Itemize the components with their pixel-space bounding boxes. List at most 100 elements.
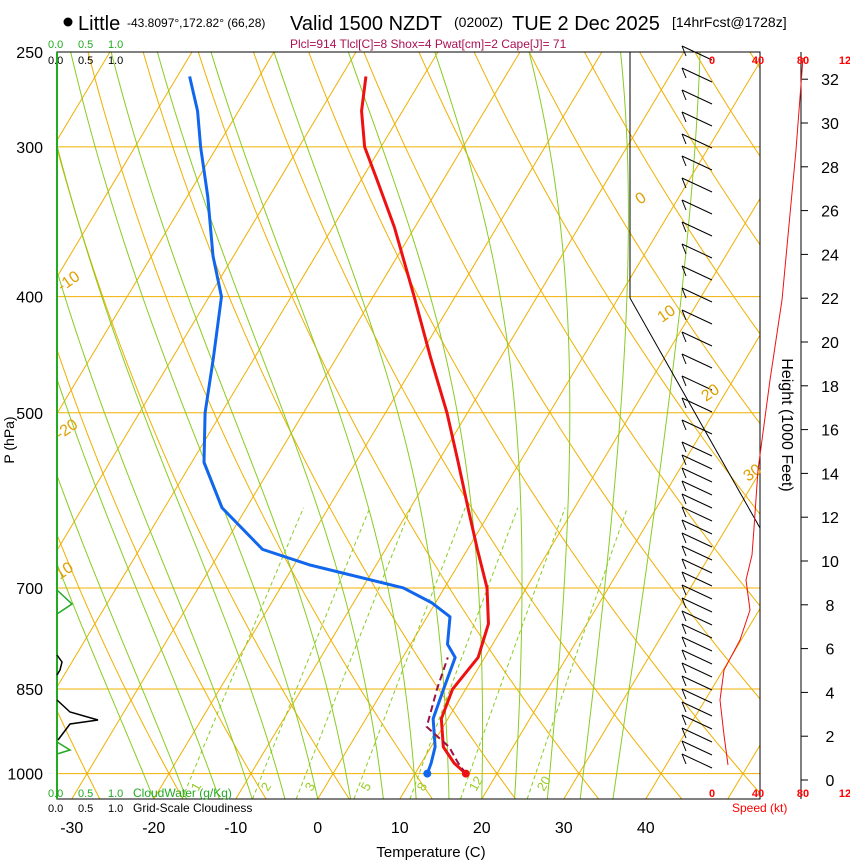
isotherm-line — [57, 52, 275, 415]
wind-barb-flag — [681, 111, 687, 123]
wind-barb-flag — [681, 610, 687, 622]
dry-adiabat-line — [87, 52, 433, 799]
isotherm-line — [235, 52, 685, 799]
height-tick-label: 2 — [826, 729, 835, 746]
moist-adiabat-line — [57, 562, 155, 799]
temp-tick-label: 30 — [555, 820, 573, 837]
height-tick-label: 10 — [821, 554, 839, 571]
height-tick-label: 4 — [826, 685, 835, 702]
height-tick-label: 18 — [821, 379, 839, 396]
wind-barb-flag — [681, 688, 687, 700]
wind-barb-flag — [681, 675, 687, 687]
wind-barb-flag — [681, 67, 687, 79]
wind-barb-flag — [681, 636, 687, 648]
cloudiness-top-tick-label: 0.5 — [78, 55, 93, 67]
temp-tick-label: 10 — [391, 820, 409, 837]
wind-barb — [681, 701, 713, 717]
cloudiness-tick-label: 0.5 — [78, 803, 93, 815]
dry-adiabat-line — [528, 52, 760, 425]
wind-barb-flag — [681, 45, 687, 57]
cloudwater-tick-label: 0.5 — [78, 39, 93, 51]
wind-barb-flag — [681, 623, 687, 635]
wind-barb — [681, 558, 713, 574]
temp-tick-label: -30 — [60, 820, 83, 837]
wind-barb — [681, 309, 713, 325]
moist-adiabat-line — [57, 143, 286, 799]
wind-barb — [681, 675, 713, 691]
height-tick-label: 8 — [826, 598, 835, 615]
plot-frame — [56, 51, 761, 800]
wind-barb — [681, 177, 713, 193]
pressure-tick-label: 300 — [16, 140, 43, 157]
speed-profile-line — [719, 57, 804, 766]
dry-adiabat-line — [418, 52, 760, 607]
wind-barb-flag — [681, 454, 687, 466]
dry-adiabat-line — [252, 52, 683, 799]
speed-tick-label: 40 — [752, 788, 764, 800]
height-tick-label: 24 — [821, 247, 839, 264]
moist-adiabat-line — [612, 52, 701, 799]
wind-barb-flag — [681, 480, 687, 492]
wind-barb — [681, 545, 713, 561]
height-tick-label: 20 — [821, 335, 839, 352]
moist-adiabat-line — [70, 52, 319, 799]
date-label: TUE 2 Dec 2025 — [512, 13, 660, 35]
cloudiness-top-tick-label: 1.0 — [108, 55, 123, 67]
series-parcel-line — [425, 657, 467, 775]
speed-tick-label: 0 — [709, 788, 715, 800]
speed-tick-label: 12 — [839, 55, 850, 67]
background-lines — [57, 51, 760, 775]
wind-barb-flag — [681, 221, 687, 233]
moist-adiabat-line — [110, 52, 352, 799]
frame-diagonal — [629, 297, 761, 529]
wind-barb-flag — [681, 506, 687, 518]
wind-barb-flag — [681, 441, 687, 453]
dry-adiabat-line — [57, 348, 267, 799]
height-tick-label: 14 — [821, 466, 839, 483]
cloudiness-tick-label: 1.0 — [108, 803, 123, 815]
wind-barb-flag — [681, 532, 687, 544]
surface-dewpoint-marker — [423, 769, 432, 778]
wind-barb — [681, 221, 713, 237]
wind-barb-flag — [681, 740, 687, 752]
wind-barb-flag — [681, 714, 687, 726]
series-dewpoint-line — [188, 76, 457, 775]
pressure-tick-label: 850 — [16, 682, 43, 699]
wind-barb-flag — [681, 309, 687, 321]
moist-adiabat-line — [210, 52, 417, 799]
wind-barb — [681, 441, 713, 457]
wind-barb — [681, 467, 713, 483]
wind-barb-flag — [681, 467, 687, 479]
dry-adiabat-line — [197, 52, 600, 799]
dry-adiabat-line — [363, 52, 760, 700]
wind-barb — [681, 727, 713, 743]
wind-barb — [681, 506, 713, 522]
mixing-ratio-label: 2 — [258, 780, 275, 794]
cloudwater-trace — [56, 589, 74, 615]
mixing-ratio-label: 12 — [466, 773, 486, 793]
dry-adiabat-line — [308, 52, 760, 795]
cloudwater-tick-label: 1.0 — [108, 39, 123, 51]
isotherm-line — [57, 52, 193, 278]
speed-tick-label: 12 — [839, 788, 850, 800]
wind-barb-flag — [681, 177, 687, 189]
pressure-tick-label: 250 — [16, 45, 43, 62]
wind-barb-flag — [681, 649, 687, 661]
wind-barb — [681, 397, 713, 413]
dry-adiabat-line — [639, 52, 760, 246]
height-tick-label: 26 — [821, 204, 839, 221]
wind-barb — [681, 375, 713, 391]
location-name: Little — [78, 13, 120, 35]
cloudiness-tick-label: 0.0 — [48, 803, 63, 815]
wind-barb — [681, 597, 713, 613]
wind-barb — [681, 623, 713, 639]
wind-barb — [681, 480, 713, 496]
temp-tick-label: -20 — [142, 820, 165, 837]
isotherm-line — [153, 52, 603, 799]
wind-barb — [681, 454, 713, 470]
cloudiness-trace — [56, 699, 99, 741]
wind-barb-flag — [681, 375, 687, 387]
wind-barb — [681, 636, 713, 652]
wind-barb-flag — [681, 331, 687, 343]
isotherm-line — [71, 52, 521, 799]
